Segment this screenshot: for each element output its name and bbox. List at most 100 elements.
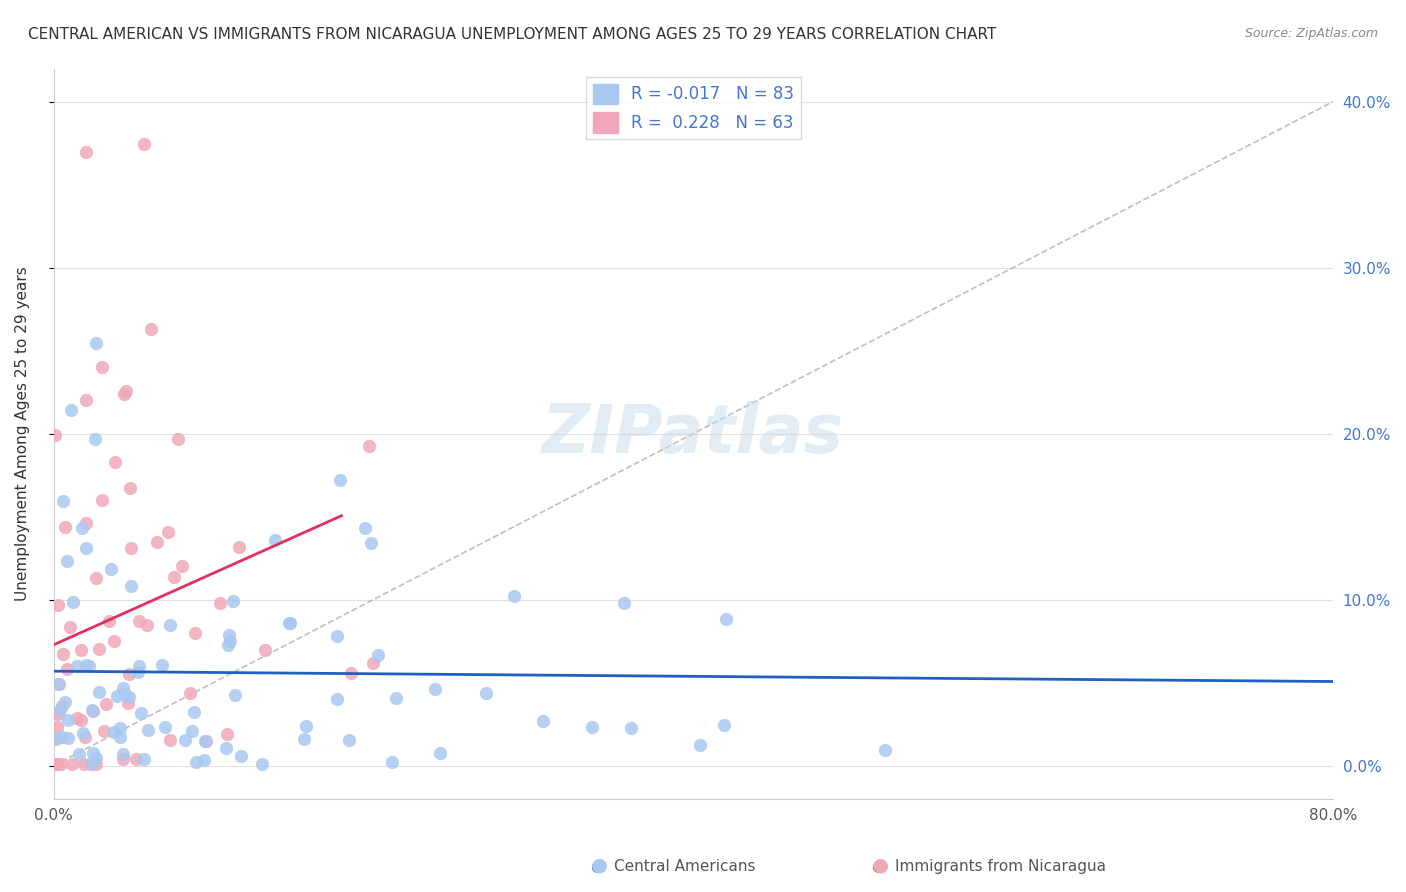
Point: [613, 597, 636, 611]
Point: [84, 571, 107, 585]
Point: [217, 638, 239, 652]
Point: [55, 520, 77, 534]
Point: [229, 749, 252, 764]
Point: [60, 403, 83, 417]
Point: [72, 726, 94, 740]
Point: [51, 730, 73, 744]
Point: [67, 747, 90, 761]
Text: ●  Central Americans: ● Central Americans: [591, 859, 755, 874]
Text: ●: ●: [872, 855, 889, 874]
Point: [132, 752, 155, 766]
Point: [118, 481, 141, 495]
Point: [146, 535, 169, 549]
Point: [128, 659, 150, 673]
Point: [75, 516, 97, 530]
Point: [51, 756, 73, 771]
Point: [326, 691, 349, 706]
Point: [75, 145, 97, 159]
Point: [224, 688, 246, 702]
Point: [337, 732, 360, 747]
Point: [139, 322, 162, 336]
Point: [254, 642, 277, 657]
Point: [329, 474, 352, 488]
Point: [105, 689, 128, 703]
Point: [103, 725, 125, 739]
Point: [120, 579, 142, 593]
Point: [75, 730, 97, 744]
Point: [58, 713, 80, 727]
Point: [193, 753, 215, 767]
Point: [425, 682, 447, 697]
Point: [82, 756, 104, 770]
Point: [166, 432, 188, 446]
Point: [136, 617, 159, 632]
Point: [292, 731, 315, 746]
Point: [46, 598, 69, 612]
Point: [170, 559, 193, 574]
Legend: R = -0.017   N = 83, R =  0.228   N = 63: R = -0.017 N = 83, R = 0.228 N = 63: [586, 77, 800, 139]
Point: [581, 720, 603, 734]
Point: [73, 756, 96, 771]
Point: [278, 616, 301, 631]
Point: [219, 634, 242, 648]
Point: [228, 540, 250, 554]
Point: [86, 750, 108, 764]
Point: [82, 704, 104, 718]
Point: [46, 756, 69, 771]
Text: Source: ZipAtlas.com: Source: ZipAtlas.com: [1244, 27, 1378, 40]
Point: [134, 137, 156, 152]
Point: [325, 629, 347, 643]
Point: [474, 686, 496, 700]
Point: [183, 626, 205, 640]
Point: [75, 393, 97, 408]
Point: [181, 724, 204, 739]
Point: [714, 612, 737, 626]
Text: ●: ●: [591, 855, 607, 874]
Point: [503, 589, 526, 603]
Point: [875, 743, 897, 757]
Point: [46, 707, 69, 722]
Point: [127, 665, 149, 679]
Point: [295, 719, 318, 733]
Point: [183, 705, 205, 719]
Point: [100, 562, 122, 576]
Point: [713, 717, 735, 731]
Point: [53, 695, 76, 709]
Point: [87, 642, 110, 657]
Point: [218, 628, 240, 642]
Point: [59, 620, 82, 634]
Point: [278, 615, 301, 630]
Point: [118, 667, 141, 681]
Point: [159, 733, 181, 747]
Point: [385, 690, 408, 705]
Point: [98, 614, 121, 628]
Text: ●  Immigrants from Nicaragua: ● Immigrants from Nicaragua: [872, 859, 1105, 874]
Point: [531, 714, 554, 728]
Point: [82, 746, 104, 760]
Point: [45, 731, 67, 746]
Point: [125, 752, 148, 766]
Point: [186, 756, 208, 770]
Point: [72, 521, 94, 535]
Point: [94, 697, 117, 711]
Point: [86, 756, 108, 771]
Point: [194, 733, 217, 747]
Point: [222, 594, 245, 608]
Point: [84, 335, 107, 350]
Point: [46, 720, 69, 734]
Point: [44, 428, 66, 442]
Point: [84, 432, 107, 446]
Point: [150, 657, 173, 672]
Point: [159, 618, 181, 632]
Point: [179, 686, 201, 700]
Point: [79, 658, 101, 673]
Point: [173, 732, 195, 747]
Point: [120, 541, 142, 556]
Point: [66, 658, 89, 673]
Point: [70, 643, 93, 657]
Point: [112, 681, 135, 696]
Point: [45, 756, 67, 771]
Point: [52, 647, 75, 661]
Point: [163, 570, 186, 584]
Point: [75, 541, 97, 556]
